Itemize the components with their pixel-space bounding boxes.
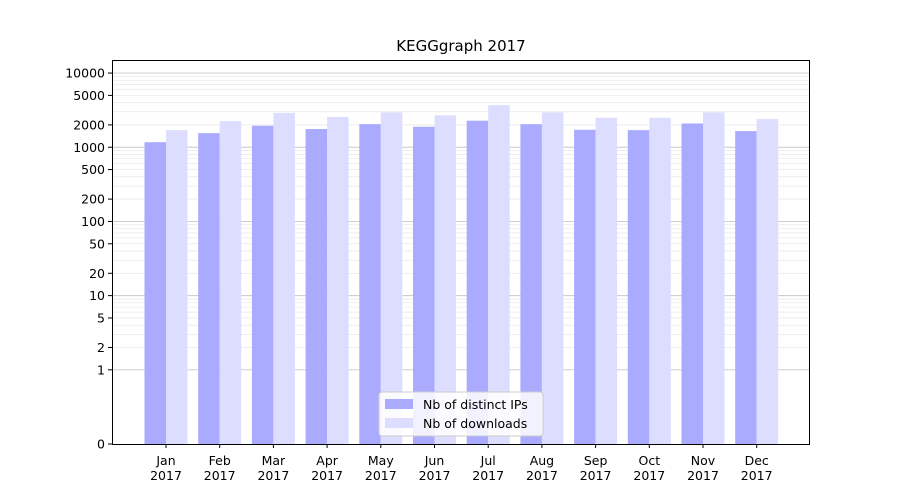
x-tick-label: 2017 (526, 468, 558, 483)
bar-distinct-ips (681, 123, 703, 444)
x-tick-label: 2017 (150, 468, 182, 483)
bar-distinct-ips (144, 142, 166, 445)
bar-downloads (380, 112, 403, 444)
bar-downloads (595, 117, 618, 444)
y-tick-label: 500 (81, 162, 105, 177)
x-tick-label: Jan (155, 453, 175, 468)
y-axis: 0 1 2 5 10 20 50 100 200 500 1000 2000 5000 10000 (65, 66, 112, 452)
bar-downloads (434, 115, 456, 444)
bar-distinct-ips (574, 129, 596, 444)
y-tick-label: 20 (89, 266, 105, 281)
legend-label: Nb of distinct IPs (423, 397, 528, 412)
bar-downloads (703, 112, 725, 444)
bar-distinct-ips (627, 130, 650, 444)
bar-distinct-ips (520, 124, 542, 445)
x-tick-label: 2017 (204, 468, 236, 483)
x-tick-label: 2017 (580, 468, 612, 483)
y-tick-label: 2000 (73, 117, 105, 132)
x-tick-label: May (368, 453, 394, 468)
bar-distinct-ips (413, 126, 435, 445)
bar-downloads (219, 121, 242, 444)
y-tick-label: 1000 (73, 140, 105, 155)
y-tick-label: 200 (81, 192, 105, 207)
y-tick-label: 5 (97, 310, 105, 325)
bar-downloads (756, 119, 779, 444)
x-tick-label: Feb (209, 453, 231, 468)
x-tick-label: Sep (584, 453, 608, 468)
bar-distinct-ips (359, 124, 381, 445)
chart-title: KEGGgraph 2017 (396, 37, 525, 55)
x-tick-label: 2017 (633, 468, 665, 483)
bar-downloads (327, 116, 349, 444)
y-tick-label: 5000 (73, 88, 105, 103)
y-tick-label: 2 (97, 340, 105, 355)
x-tick-label: Nov (691, 453, 716, 468)
y-tick-label: 10000 (65, 66, 105, 81)
bar-distinct-ips (735, 131, 757, 444)
x-axis: Jan2017Feb2017Mar2017Apr2017May2017Jun20… (150, 444, 773, 483)
bars (144, 105, 779, 445)
bar-distinct-ips (466, 120, 489, 444)
x-tick-label: 2017 (311, 468, 343, 483)
legend: Nb of distinct IPs Nb of downloads (378, 391, 544, 437)
x-tick-label: Apr (316, 453, 338, 468)
bar-downloads (541, 112, 564, 444)
y-tick-label: 50 (89, 236, 105, 251)
bar-distinct-ips (198, 133, 220, 444)
x-tick-label: Jun (424, 453, 445, 468)
y-tick-label: 100 (81, 214, 105, 229)
x-tick-label: 2017 (257, 468, 289, 483)
bar-downloads (649, 117, 671, 444)
plot-frame (112, 60, 810, 445)
x-tick-label: Dec (745, 453, 769, 468)
x-tick-label: Aug (530, 453, 554, 468)
bar-distinct-ips (251, 125, 274, 445)
bar-downloads (273, 112, 295, 444)
x-tick-label: Oct (638, 453, 660, 468)
legend-label: Nb of downloads (423, 416, 527, 431)
bar-downloads (488, 105, 510, 444)
x-tick-label: 2017 (687, 468, 719, 483)
x-tick-label: 2017 (365, 468, 397, 483)
x-tick-label: 2017 (472, 468, 504, 483)
y-tick-label: 10 (89, 288, 105, 303)
bar-distinct-ips (305, 129, 328, 445)
x-tick-label: Mar (262, 453, 286, 468)
y-tick-label: 1 (97, 362, 105, 377)
x-tick-label: 2017 (741, 468, 773, 483)
bar-downloads (166, 130, 188, 444)
x-tick-label: 2017 (419, 468, 451, 483)
x-tick-label: Jul (480, 453, 496, 468)
y-tick-label: 0 (97, 437, 105, 452)
legend-swatch (385, 418, 413, 428)
legend-swatch (385, 399, 413, 409)
legend-box (378, 391, 544, 437)
